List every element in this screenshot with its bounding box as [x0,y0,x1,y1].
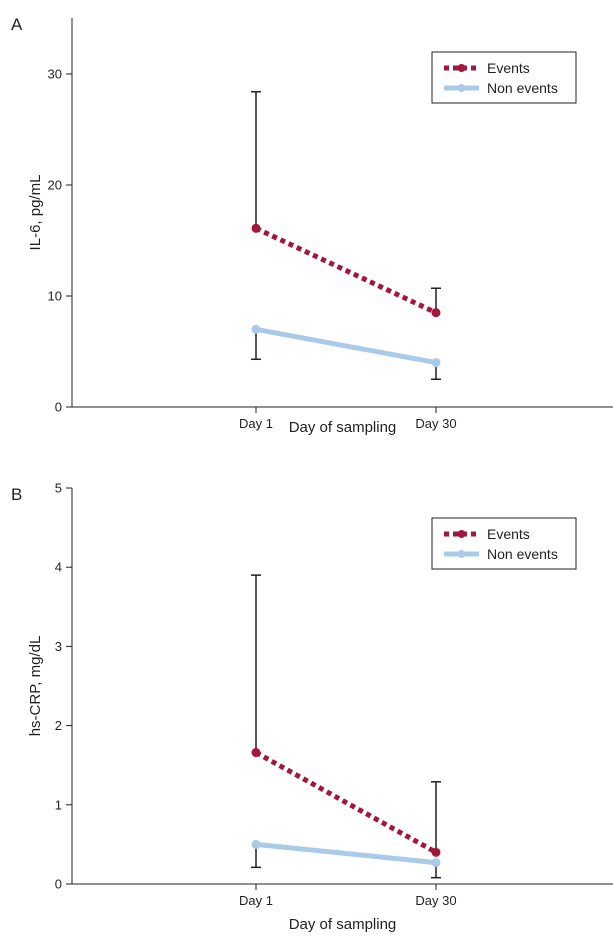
data-point-events [251,748,261,758]
data-point-non-events [251,839,261,849]
y-tick-label: 20 [48,178,62,193]
series-line-events [254,226,438,315]
legend: Events Non events [431,517,577,570]
y-axis-title: hs-CRP, mg/dL [27,636,44,737]
y-tick-label: 4 [55,560,62,575]
legend-marker-events [457,530,466,538]
series-line-non-events [255,326,437,366]
y-tick-label: 0 [55,877,62,892]
legend-label-non-events: Non events [487,546,558,562]
legend-label-non-events: Non events [487,80,558,96]
y-tick-label: 1 [55,797,62,812]
series-line-events [254,750,438,855]
y-axis-title: IL-6, pg/mL [27,175,44,251]
legend-label-events: Events [487,60,530,76]
legend-box [431,517,577,570]
x-axis-title: Day of sampling [289,916,397,933]
panel-label: A [11,15,23,34]
x-tick-label: Day 30 [415,893,456,908]
panel-label: B [11,485,22,504]
legend-box [431,51,577,104]
y-tick-label: 3 [55,639,62,654]
chart-panel-a: A 0 10 20 30 Day 1 Day 30 Day of sampling IL-6, … [11,15,613,436]
x-tick-label: Day 1 [239,416,273,431]
data-point-non-events [431,858,441,868]
data-point-events [431,308,441,318]
y-tick-label: 30 [48,67,62,82]
legend: Events Non events [431,51,577,104]
data-point-events [431,847,441,857]
y-tick-label: 5 [55,481,62,496]
x-axis-title: Day of sampling [289,419,397,436]
chart-panel-b: B 0 1 2 3 4 5 Day 1 Day 30 Day of sampling hs-CRP,… [11,481,613,933]
data-point-events [251,223,261,233]
legend-label-events: Events [487,526,530,542]
data-point-non-events [251,324,261,334]
legend-marker-non-events [457,550,466,558]
x-tick-label: Day 30 [415,416,456,431]
y-tick-label: 2 [55,718,62,733]
legend-marker-non-events [457,84,466,92]
data-point-non-events [431,358,441,368]
y-tick-label: 0 [55,400,62,415]
series-line-non-events [255,841,437,866]
x-tick-label: Day 1 [239,893,273,908]
legend-marker-events [457,64,466,72]
y-tick-label: 10 [48,289,62,304]
